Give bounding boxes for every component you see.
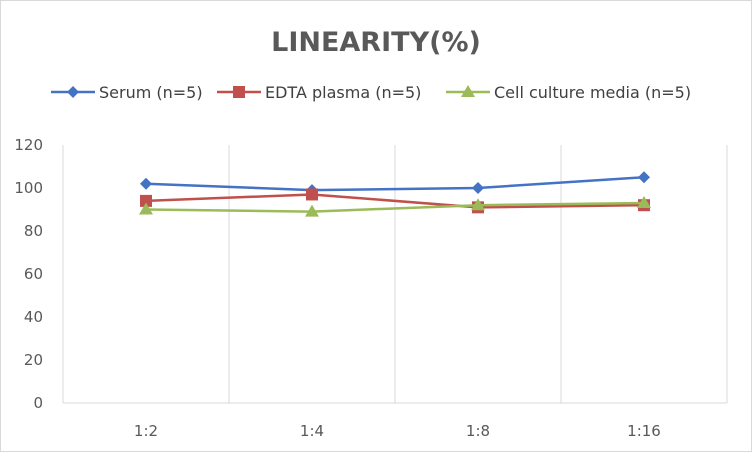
x-tick-label: 1:4 [300,422,324,440]
data-point [471,198,485,211]
series-line [145,193,645,209]
series-2 [139,196,651,217]
x-axis-ticks: 1:2 1:4 1:8 1:16 [134,422,661,440]
plot-series [139,171,651,217]
data-point [306,188,318,201]
y-axis-ticks: 0 20 40 60 80 100 120 [14,136,43,412]
legend: Serum (n=5) EDTA plasma (n=5) Cell cultu… [51,83,691,102]
data-point [637,196,651,209]
legend-marker [67,86,79,98]
y-tick-label: 60 [24,265,43,283]
series-line [145,201,645,213]
y-tick-label: 100 [14,179,43,197]
data-point [140,194,152,207]
legend-item-edta-plasma: EDTA plasma (n=5) [217,83,421,102]
chart-title: LINEARITY(%) [271,27,481,58]
y-tick-label: 80 [24,222,43,240]
y-tick-label: 0 [33,394,43,412]
x-tick-label: 1:8 [466,422,490,440]
legend-label-serum: Serum (n=5) [99,83,203,102]
x-tick-label: 1:16 [627,422,661,440]
data-point [305,204,319,217]
legend-item-cell-culture-media: Cell culture media (n=5) [446,83,691,102]
legend-label-edta-plasma: EDTA plasma (n=5) [265,83,421,102]
y-tick-label: 120 [14,136,43,154]
x-tick-label: 1:2 [134,422,158,440]
legend-item-serum: Serum (n=5) [51,83,203,102]
data-point [139,202,153,215]
legend-label-cell-culture-media: Cell culture media (n=5) [494,83,691,102]
data-point [638,171,650,184]
series-line [145,176,645,192]
legend-marker [233,86,245,98]
legend-marker [461,85,475,97]
y-tick-label: 40 [24,308,43,326]
data-point [140,177,152,190]
y-tick-label: 20 [24,351,43,369]
data-point [472,182,484,194]
